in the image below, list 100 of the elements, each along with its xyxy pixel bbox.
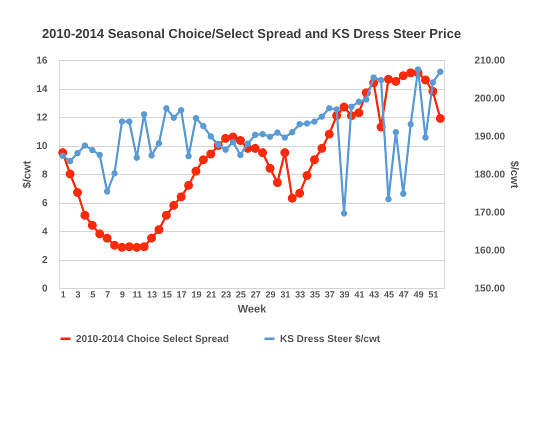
- point: [422, 134, 429, 141]
- x-tick-label: 15: [162, 290, 172, 300]
- point: [318, 113, 325, 120]
- x-tick-label: 19: [191, 290, 202, 300]
- point: [230, 138, 236, 146]
- x-tick-label: 3: [76, 290, 81, 300]
- point: [280, 148, 290, 158]
- x-tick-label: 25: [236, 290, 246, 300]
- x-tick-label: 5: [90, 290, 96, 300]
- point: [304, 120, 310, 127]
- point: [391, 76, 400, 86]
- point: [222, 146, 229, 153]
- point: [169, 200, 178, 210]
- point: [74, 150, 81, 156]
- y-tick-label: 8: [42, 170, 48, 180]
- point: [258, 148, 268, 158]
- point: [400, 190, 406, 197]
- y2-tick-label: 200.00: [474, 94, 506, 104]
- point: [266, 164, 274, 173]
- point: [296, 121, 303, 128]
- x-tick-label: 45: [384, 290, 394, 300]
- point: [252, 132, 258, 138]
- y-axis-title: $/cwt: [21, 160, 34, 188]
- point: [162, 210, 171, 220]
- y2-tick-label: 150.00: [474, 284, 506, 294]
- point: [163, 105, 170, 112]
- point: [259, 130, 266, 138]
- legend-label: 2010-2014 Choice Select Spread: [76, 334, 229, 345]
- point: [170, 114, 177, 121]
- x-tick-label: 17: [176, 290, 187, 300]
- point: [154, 225, 164, 234]
- chart-title: 2010-2014 Seasonal Choice/Select Spread and KS Dress Steer Price: [42, 26, 462, 41]
- point: [132, 242, 142, 252]
- point: [184, 180, 194, 190]
- x-tick-label: 11: [132, 290, 142, 300]
- point: [282, 134, 288, 141]
- point: [408, 121, 414, 128]
- point: [176, 192, 186, 202]
- point: [192, 166, 200, 176]
- point: [110, 240, 119, 250]
- y2-tick-label: 170.00: [474, 208, 506, 218]
- y-tick-label: 16: [36, 56, 48, 66]
- point: [66, 170, 75, 178]
- point: [104, 188, 110, 195]
- x-tick-label: 29: [266, 290, 276, 300]
- y-tick-label: 12: [36, 112, 48, 124]
- point: [370, 74, 377, 81]
- y2-tick-label: 160.00: [474, 246, 506, 256]
- point: [356, 98, 362, 105]
- point: [192, 114, 200, 122]
- point: [348, 104, 355, 110]
- x-tick-label: 7: [105, 290, 110, 300]
- point: [95, 229, 104, 238]
- point: [236, 136, 245, 145]
- x-tick-label: 47: [398, 290, 409, 300]
- point: [147, 234, 156, 243]
- point: [421, 75, 430, 84]
- point: [392, 129, 400, 136]
- x-tick-label: 27: [250, 290, 261, 300]
- legend-label: KS Dress Steer $/cwt: [280, 334, 381, 345]
- point: [274, 129, 281, 136]
- point: [156, 140, 162, 146]
- point: [140, 111, 148, 118]
- point: [436, 114, 445, 123]
- point: [244, 140, 251, 147]
- point: [206, 150, 216, 159]
- x-tick-label: 51: [428, 290, 438, 300]
- x-tick-label: 49: [414, 290, 424, 300]
- point: [198, 155, 208, 164]
- point: [148, 152, 155, 159]
- x-tick-label: 35: [310, 290, 320, 300]
- point: [66, 158, 74, 164]
- x-tick-label: 33: [295, 290, 306, 300]
- point: [302, 170, 312, 180]
- point: [208, 133, 214, 140]
- point: [272, 178, 282, 188]
- point: [363, 96, 370, 103]
- point: [430, 79, 436, 86]
- x-tick-label: 39: [340, 290, 350, 300]
- y-tick-label: 4: [42, 226, 48, 238]
- point: [89, 146, 96, 154]
- point: [60, 152, 66, 159]
- point: [96, 152, 103, 158]
- y2-tick-label: 180.00: [474, 170, 506, 180]
- point: [340, 102, 349, 112]
- point: [310, 155, 319, 164]
- point: [102, 234, 112, 243]
- point: [266, 134, 274, 140]
- point: [126, 118, 132, 125]
- point: [250, 144, 260, 153]
- x-tick-label: 41: [354, 290, 364, 300]
- y-tick-label: 0: [42, 284, 48, 294]
- point: [73, 188, 82, 197]
- point: [437, 68, 444, 75]
- point: [295, 188, 304, 198]
- x-axis-title: Week: [238, 304, 268, 316]
- point: [384, 74, 393, 84]
- point: [398, 71, 408, 80]
- point: [288, 194, 297, 203]
- point: [118, 118, 126, 125]
